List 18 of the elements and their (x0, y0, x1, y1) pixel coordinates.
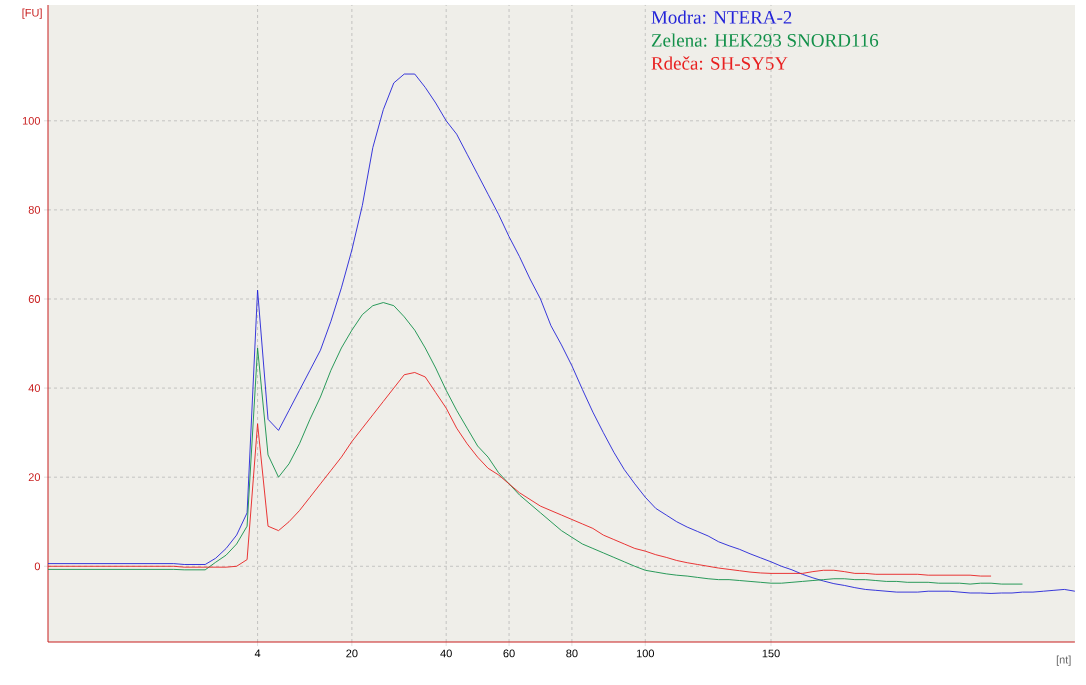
y-tick-label: 60 (28, 295, 41, 303)
y-axis-title: [FU] (22, 8, 42, 19)
x-tick-label: 150 (762, 649, 780, 658)
x-tick-label: 100 (636, 649, 654, 658)
y-tick-label: 40 (28, 384, 41, 392)
text: Rdeča: SH-SY5Y (651, 56, 788, 70)
x-tick-label: 60 (503, 649, 515, 658)
x-tick-label: 4 (254, 649, 261, 658)
x-tick-label: 80 (566, 649, 578, 658)
text: Modra: NTERA-2 (651, 10, 792, 24)
y-tick-label: 100 (22, 116, 41, 125)
x-axis-title: [nt] (1056, 655, 1071, 666)
y-tick-label: 20 (28, 473, 41, 482)
y-tick-label: 0 (34, 562, 41, 571)
x-tick-label: 40 (440, 649, 452, 658)
y-tick-label: 80 (28, 206, 41, 214)
text: Zelena: HEK293 SNORD116 (651, 33, 879, 47)
x-tick-label: 20 (346, 649, 358, 658)
